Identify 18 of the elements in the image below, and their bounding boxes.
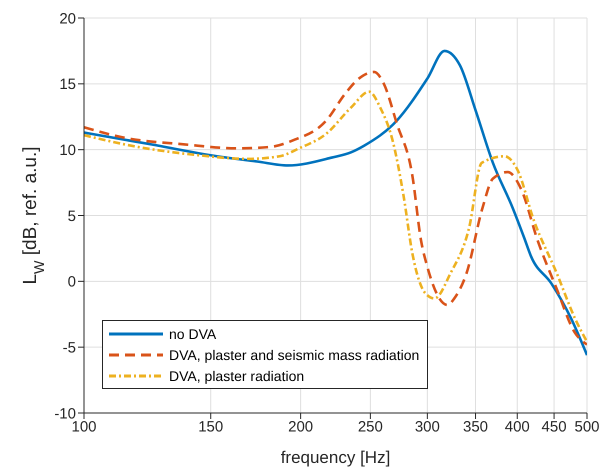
x-tick-label: 350: [463, 418, 488, 436]
x-axis-title: frequency [Hz]: [280, 448, 390, 467]
x-tick-label: 200: [288, 418, 314, 436]
x-tick-label: 250: [358, 418, 383, 436]
legend-label: DVA, plaster radiation: [169, 368, 304, 384]
y-tick-label: 15: [59, 76, 76, 94]
y-tick-label: 20: [59, 10, 76, 28]
x-tick-label: 450: [542, 418, 567, 436]
x-tick-label: 400: [504, 418, 530, 436]
y-tick-label: 0: [68, 274, 76, 291]
y-tick-label: 10: [59, 142, 76, 159]
x-tick-label: 500: [574, 418, 600, 436]
x-tick-label: 300: [414, 418, 440, 436]
y-tick-label: -5: [62, 339, 76, 356]
y-tick-label: 5: [68, 208, 76, 225]
legend-label: DVA, plaster and seismic mass radiation: [169, 346, 420, 362]
x-tick-label: 150: [198, 418, 224, 436]
legend-label: no DVA: [169, 326, 216, 342]
